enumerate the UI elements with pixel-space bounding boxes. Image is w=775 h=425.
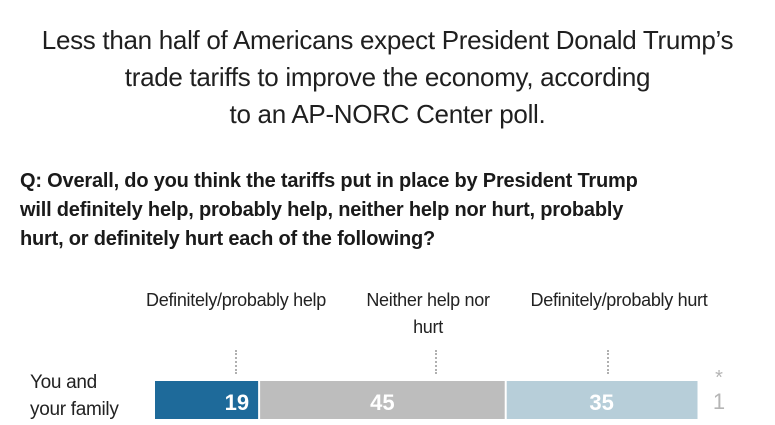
column-header-neither: Neither help nor hurt xyxy=(352,287,504,341)
headline-line: to an AP-NORC Center poll. xyxy=(229,99,546,129)
bar-value-label-neither: 45 xyxy=(370,390,394,415)
headline: Less than half of Americans expect Presi… xyxy=(20,22,755,133)
bar-segment-hurt xyxy=(505,381,698,419)
leader-dots-hurt xyxy=(607,350,609,374)
asterisk-marker: * xyxy=(715,367,723,389)
row-label-line: your family xyxy=(30,399,119,420)
column-header-hurt-line: Definitely/probably hurt xyxy=(530,290,708,310)
leader-dots-help xyxy=(235,350,237,374)
headline-line: Less than half of Americans expect Presi… xyxy=(41,25,734,55)
bar-segment-neither xyxy=(259,381,506,419)
row-label-line: You and xyxy=(30,372,97,393)
leader-dots-neither xyxy=(435,350,437,374)
row-label-you-and-your-family: You and your family xyxy=(30,369,119,423)
headline-line: trade tariffs to improve the economy, ac… xyxy=(124,62,651,92)
column-header-neither-line: Neither help nor xyxy=(366,290,490,310)
no-answer-value-label: 1 xyxy=(713,389,725,414)
column-header-hurt: Definitely/probably hurt xyxy=(510,287,728,314)
bar-value-label-help: 19 xyxy=(225,390,249,415)
question-line: hurt, or definitely hurt each of the fol… xyxy=(20,228,436,250)
column-header-neither-line: hurt xyxy=(413,317,443,337)
question-line: will definitely help, probably help, nei… xyxy=(20,199,624,221)
column-header-help-line: Definitely/probably help xyxy=(146,290,326,310)
bar-segment-help xyxy=(155,381,260,419)
bar-value-label-hurt: 35 xyxy=(589,390,613,415)
question-line: Q: Overall, do you think the tariffs put… xyxy=(20,170,638,192)
column-header-help: Definitely/probably help xyxy=(128,287,344,314)
survey-question: Q: Overall, do you think the tariffs put… xyxy=(20,167,760,254)
